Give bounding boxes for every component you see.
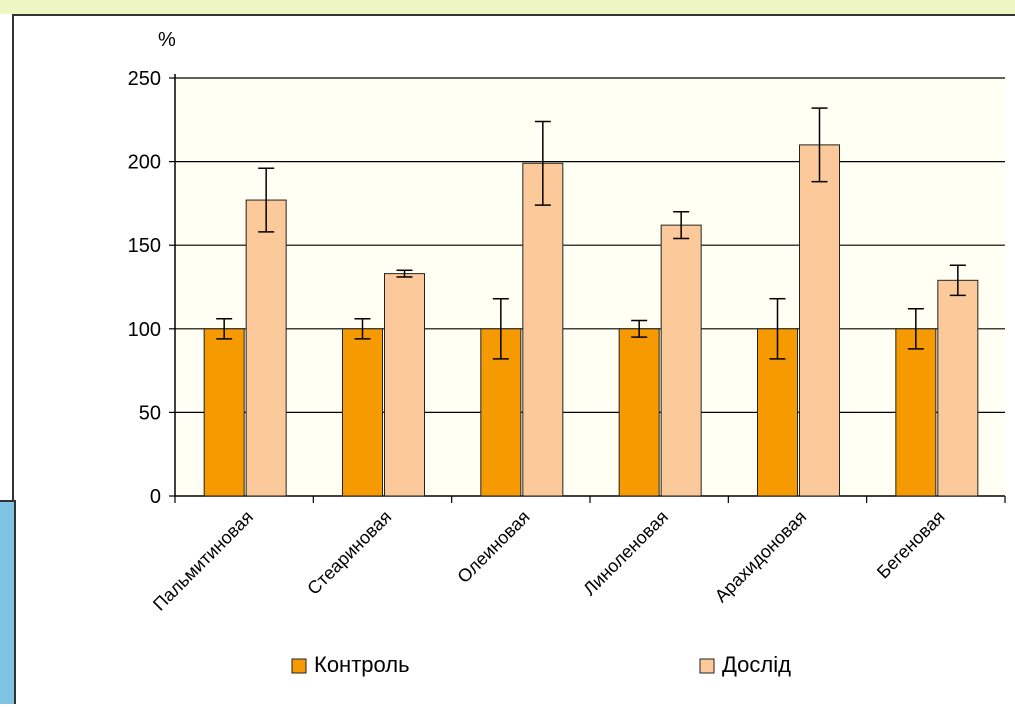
y-tick-label: 200: [128, 152, 161, 174]
bar-control: [895, 328, 937, 497]
bar-experiment: [937, 279, 979, 497]
bar-control: [203, 328, 245, 497]
bar-experiment: [660, 224, 702, 497]
x-category-label: Линоленовая: [579, 507, 672, 600]
y-tick-label: 100: [128, 319, 161, 341]
bar-experiment: [799, 144, 840, 497]
y-tick-label: 50: [139, 402, 161, 424]
y-tick-label: 0: [150, 486, 161, 508]
top-banner-strip: [0, 0, 1015, 16]
x-category-label: Пальмитиновая: [149, 507, 257, 615]
x-category-label: Бегеновая: [873, 507, 949, 583]
plot-background: [175, 78, 1005, 496]
y-tick-label: 250: [128, 68, 161, 90]
x-category-label: Арахидоновая: [711, 507, 810, 606]
legend-label: Дослід: [722, 652, 791, 677]
y-tick-label: 150: [128, 235, 161, 257]
bar-experiment: [522, 162, 564, 497]
y-axis-label: %: [158, 29, 176, 51]
legend-swatch: [699, 658, 715, 674]
legend-swatch: [291, 658, 307, 674]
bar-control: [342, 328, 383, 497]
left-panel-accent: [0, 500, 16, 704]
legend-label: Контроль: [314, 652, 410, 677]
bar-experiment: [384, 273, 425, 497]
bar-experiment: [245, 199, 287, 497]
bar-control: [618, 328, 660, 497]
x-category-label: Стеариновая: [303, 507, 395, 599]
left-panel-frame: [0, 14, 14, 500]
x-category-label: Олеиновая: [453, 507, 533, 587]
